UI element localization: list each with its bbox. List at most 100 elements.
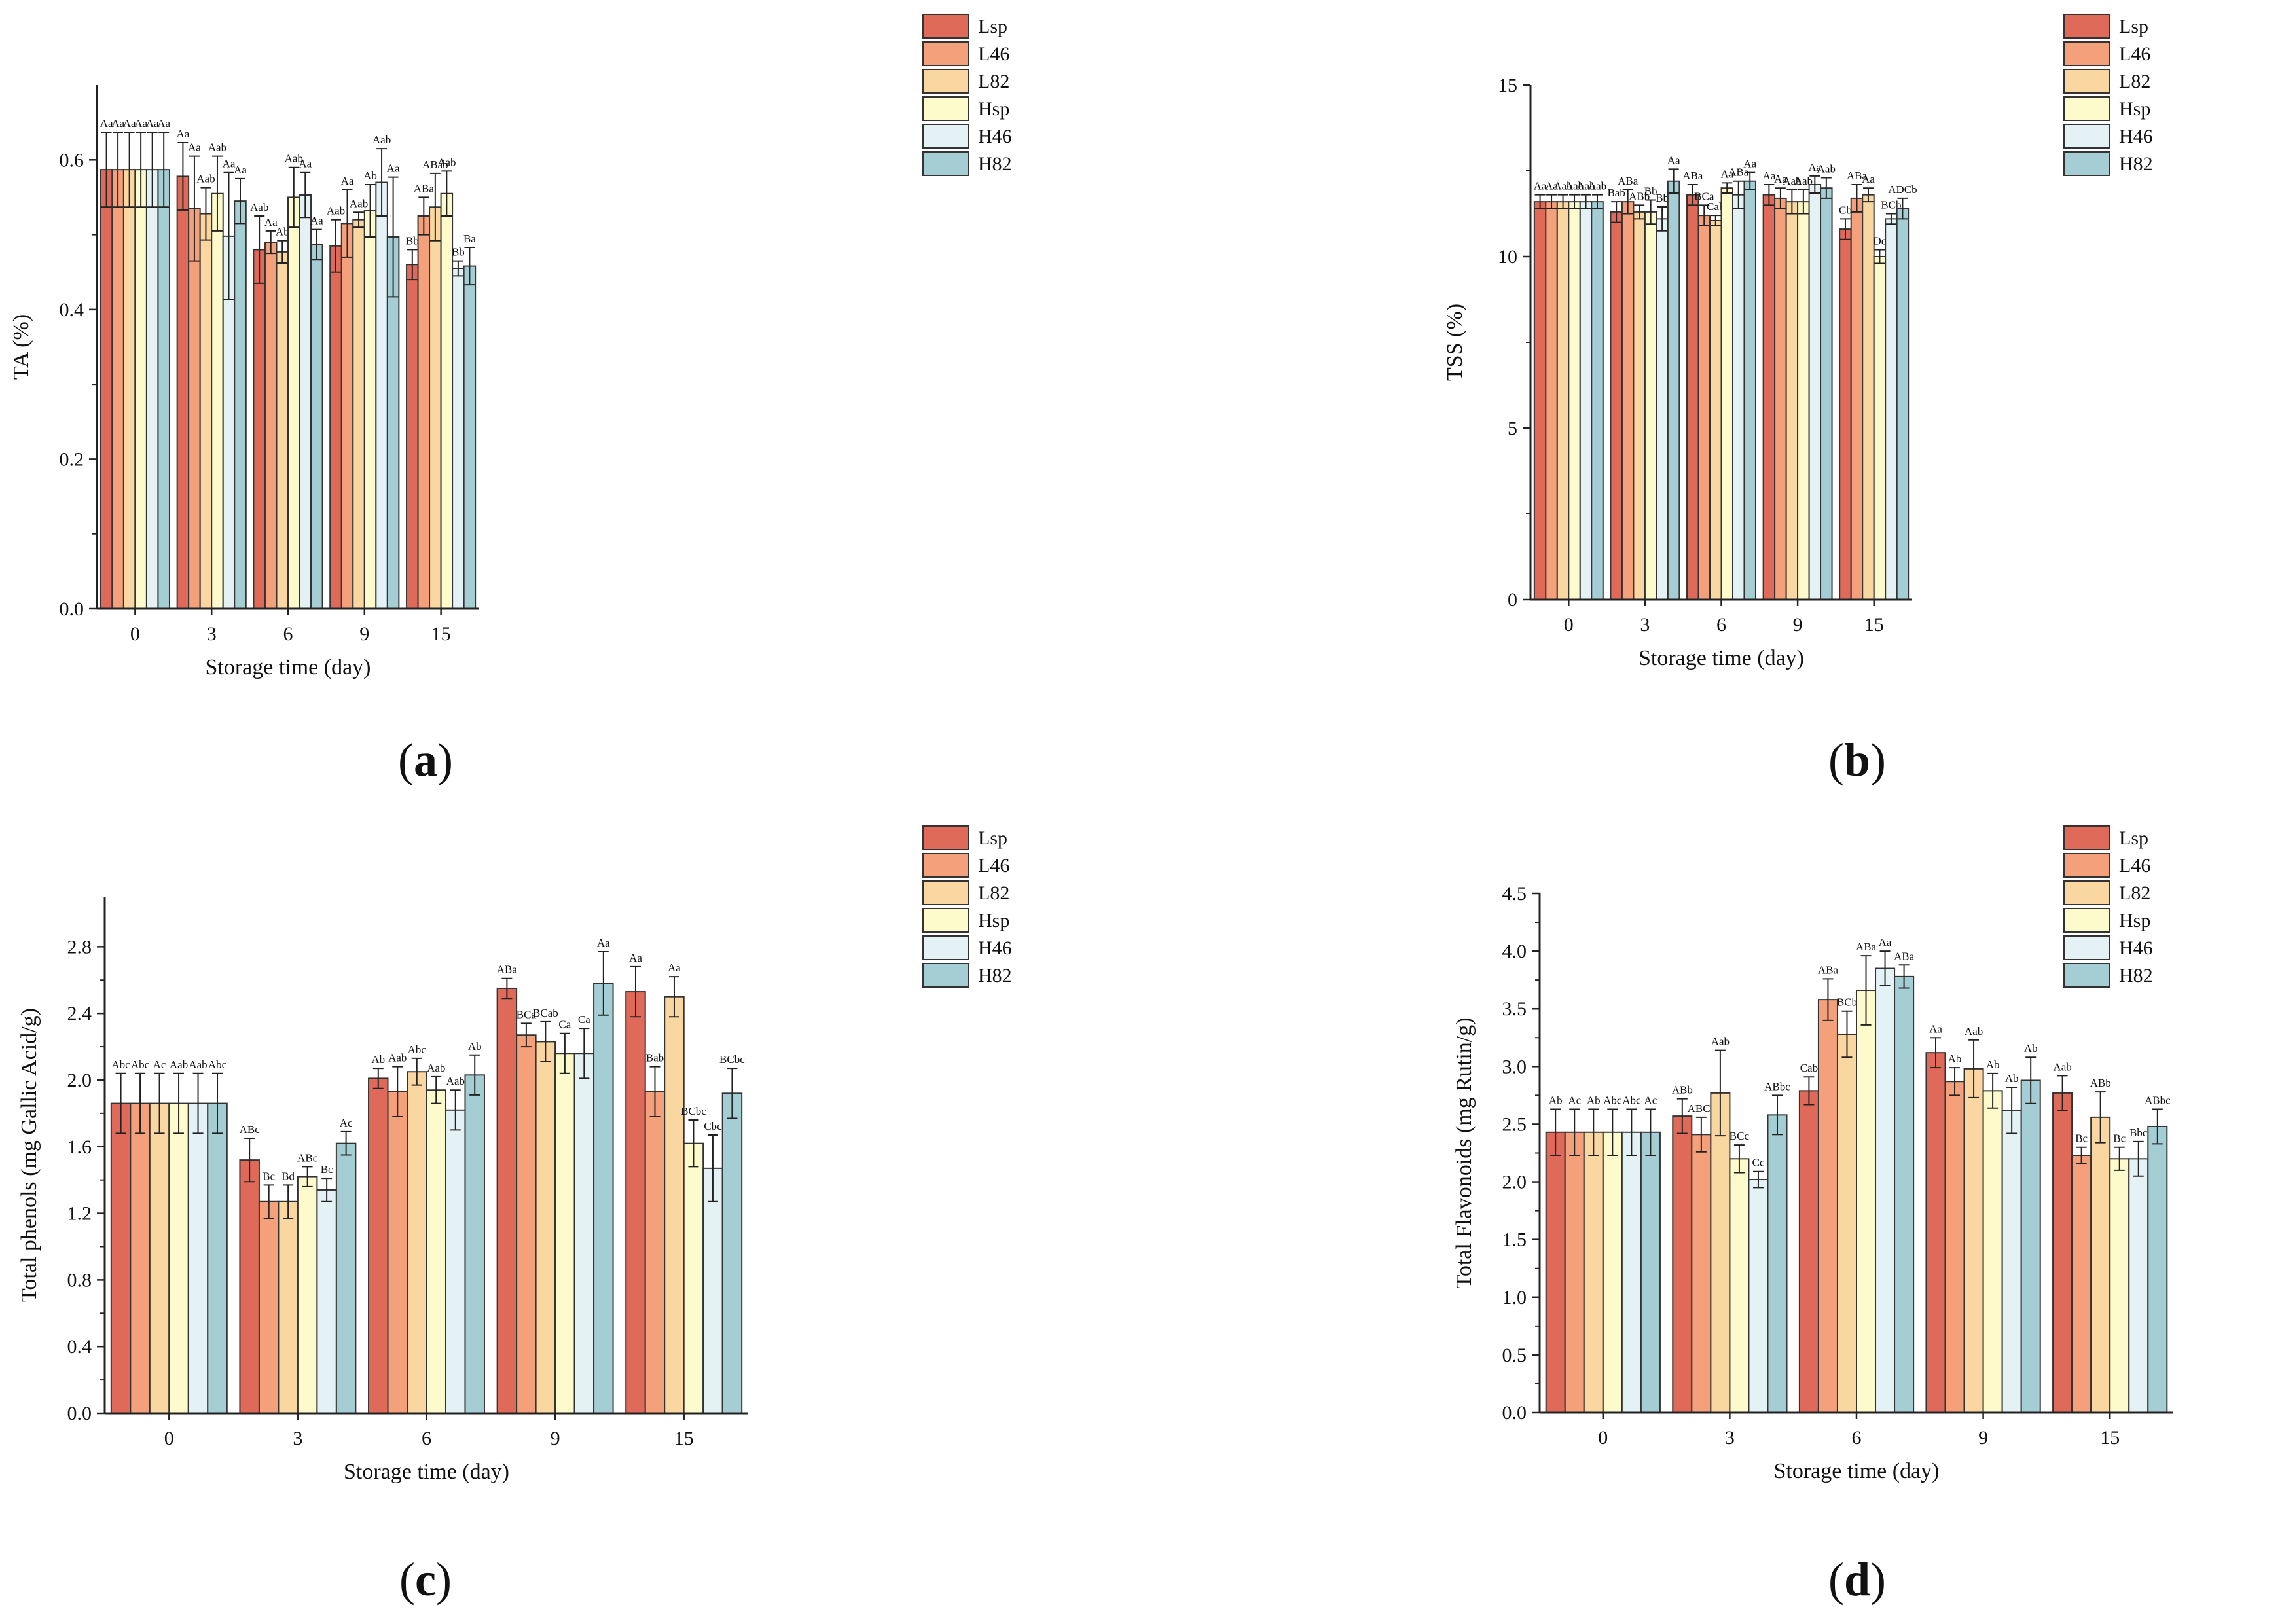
significance-label: Ab [1549,1094,1563,1107]
y-tick-label: 0.8 [67,1269,92,1291]
bar [1839,228,1852,600]
y-tick-label: 0.0 [60,598,84,620]
legend-label: L46 [978,43,1009,65]
legend-label: H82 [978,153,1012,175]
x-tick-label: 15 [674,1428,694,1449]
bar [683,1142,704,1414]
legend-label: H46 [2119,937,2153,959]
bar [417,215,431,609]
significance-label: Aa [157,117,170,130]
bar [100,169,113,609]
significance-label: Aab [427,1062,445,1074]
bar [335,1142,357,1414]
significance-label: BCa [1694,190,1714,202]
bar [496,987,518,1414]
x-axis-title: Storage time (day) [1639,646,1804,670]
bar [2147,1125,2168,1413]
significance-label: Ba [463,232,476,245]
panel-caption-c: (c) [399,1553,452,1606]
legend-label: Lsp [2119,827,2148,849]
significance-label: Ab [371,1053,385,1066]
panel-caption-d: (d) [1828,1553,1887,1606]
significance-label: Aa [188,141,201,154]
legend-label: L46 [2119,43,2150,65]
significance-label: Abc [1603,1094,1622,1107]
bar [2001,1110,2022,1413]
significance-label: Aa [1774,173,1787,185]
significance-label: ABbc [2145,1094,2171,1107]
bar [1873,256,1887,600]
significance-label: Abc [1622,1094,1641,1107]
bar [310,244,323,609]
y-tick-label: 10 [1498,246,1517,268]
significance-label: ABa [1818,964,1839,976]
bar [188,208,201,610]
legend-swatch [922,41,969,66]
bar [573,1053,595,1414]
legend-label: L46 [2119,855,2150,876]
significance-label: Aa [264,216,278,228]
significance-label: Aa [146,117,159,130]
legend-swatch [2063,69,2110,94]
bar [2071,1155,2092,1413]
significance-label: Ab [363,170,377,182]
bar [1686,194,1699,600]
legend-swatch [2063,14,2110,39]
significance-label: Aab [1965,1025,1983,1038]
x-tick-label: 0 [130,623,140,645]
bar [1633,211,1646,600]
bar [440,192,454,609]
bar [426,1089,446,1414]
significance-label: Aab [372,134,391,146]
y-tick-label: 0.0 [67,1403,92,1424]
legend-label: Lsp [978,827,1007,849]
bar [2020,1079,2041,1413]
bar [1862,194,1875,600]
significance-label: Aab [2053,1060,2071,1073]
bar [1556,201,1570,601]
bar [1640,1131,1661,1413]
bar [258,1200,280,1414]
bar [168,1102,189,1414]
bar [352,219,365,609]
bar [1808,183,1822,600]
x-tick-label: 9 [1793,614,1803,636]
bar [407,1071,427,1414]
significance-label: Aab [196,173,215,185]
legend-label: Lsp [2119,16,2148,37]
significance-label: Cc [1752,1157,1765,1169]
bar [1875,967,1896,1414]
y-tick-label: 3.0 [1502,1056,1527,1077]
bar [2109,1158,2130,1413]
significance-label: ABa [414,182,435,194]
legend-swatch [2063,908,2110,933]
significance-label: ABb [2090,1077,2111,1089]
bar [1885,218,1898,600]
y-tick-label: 3.5 [1502,998,1527,1020]
bar [1925,1052,1946,1414]
panel-caption-letter: c [415,1553,436,1606]
x-tick-label: 15 [2100,1427,2120,1449]
significance-label: Aa [1667,154,1680,166]
bar [1656,218,1669,600]
bar [554,1053,575,1414]
significance-label: Aab [170,1058,188,1071]
y-tick-label: 2.0 [67,1070,92,1091]
bar [444,1109,466,1414]
bar [187,1102,209,1414]
significance-label: Bc [2075,1132,2088,1145]
legend-swatch [922,96,969,121]
significance-label: Aa [1762,170,1775,182]
panel-caption-a: (a) [398,734,453,786]
bar [176,175,190,609]
legend-swatch [922,825,969,850]
significance-label: Aa [629,952,642,964]
significance-label: ABa [1894,950,1915,962]
bar [1762,194,1776,600]
bar [122,169,136,609]
legend-swatch [922,124,969,149]
legend-label: H46 [2119,126,2153,147]
y-tick-label: 0.4 [67,1336,92,1358]
